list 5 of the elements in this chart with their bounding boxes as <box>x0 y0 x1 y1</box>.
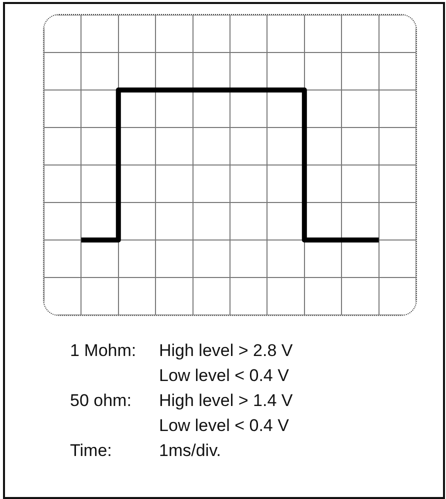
text: 50 ohm: High level > 1.4 V <box>70 391 293 410</box>
text: Low level < 0.4 V <box>159 365 289 387</box>
text: Time: 1ms/div. <box>70 441 222 460</box>
text: 1 Mohm: High level > 2.8 V <box>70 341 293 360</box>
text: Low level < 0.4 V <box>159 415 289 437</box>
